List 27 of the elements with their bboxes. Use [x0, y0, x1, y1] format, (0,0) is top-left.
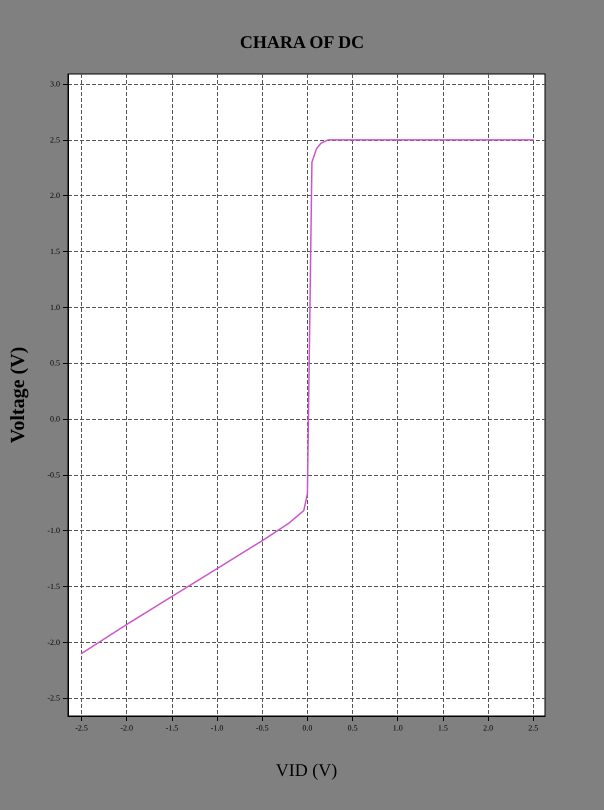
- chart-title: CHARA OF DC: [240, 32, 364, 52]
- x-tick-label: 1.0: [392, 724, 403, 732]
- x-axis-title: VID (V): [276, 760, 338, 780]
- x-tick-label: -0.5: [256, 724, 269, 732]
- y-tick-label: 3.0: [50, 80, 60, 89]
- y-tick-label: -1.5: [47, 582, 60, 591]
- x-tick-label: 0.0: [302, 724, 312, 732]
- x-tick-label: -1.5: [166, 724, 178, 732]
- y-tick-label: -1.0: [47, 526, 60, 536]
- x-tick-label: 0.5: [348, 724, 358, 732]
- x-tick-label: -1.0: [210, 724, 224, 732]
- y-tick-label: -2.5: [47, 694, 60, 703]
- x-tick-label: 1.5: [438, 724, 448, 732]
- y-tick-label: 2.0: [50, 191, 60, 200]
- line-series: [80, 139, 534, 654]
- x-tick-label: 2.0: [483, 724, 494, 732]
- x-tick-label: -2.5: [75, 724, 88, 732]
- y-tick-label: -0.5: [47, 470, 60, 480]
- y-tick-label: 2.5: [50, 135, 60, 144]
- x-tick-label: 2.5: [528, 724, 538, 732]
- y-tick-label: 1.0: [50, 302, 60, 312]
- y-tick-label: 1.5: [50, 247, 60, 256]
- y-axis-title: Voltage (V): [7, 346, 29, 444]
- y-tick-label: -2.0: [47, 638, 60, 647]
- y-tick-label: 0.5: [50, 358, 60, 368]
- y-tick-label: 0.0: [50, 414, 60, 424]
- x-tick-label: -2.0: [120, 724, 134, 732]
